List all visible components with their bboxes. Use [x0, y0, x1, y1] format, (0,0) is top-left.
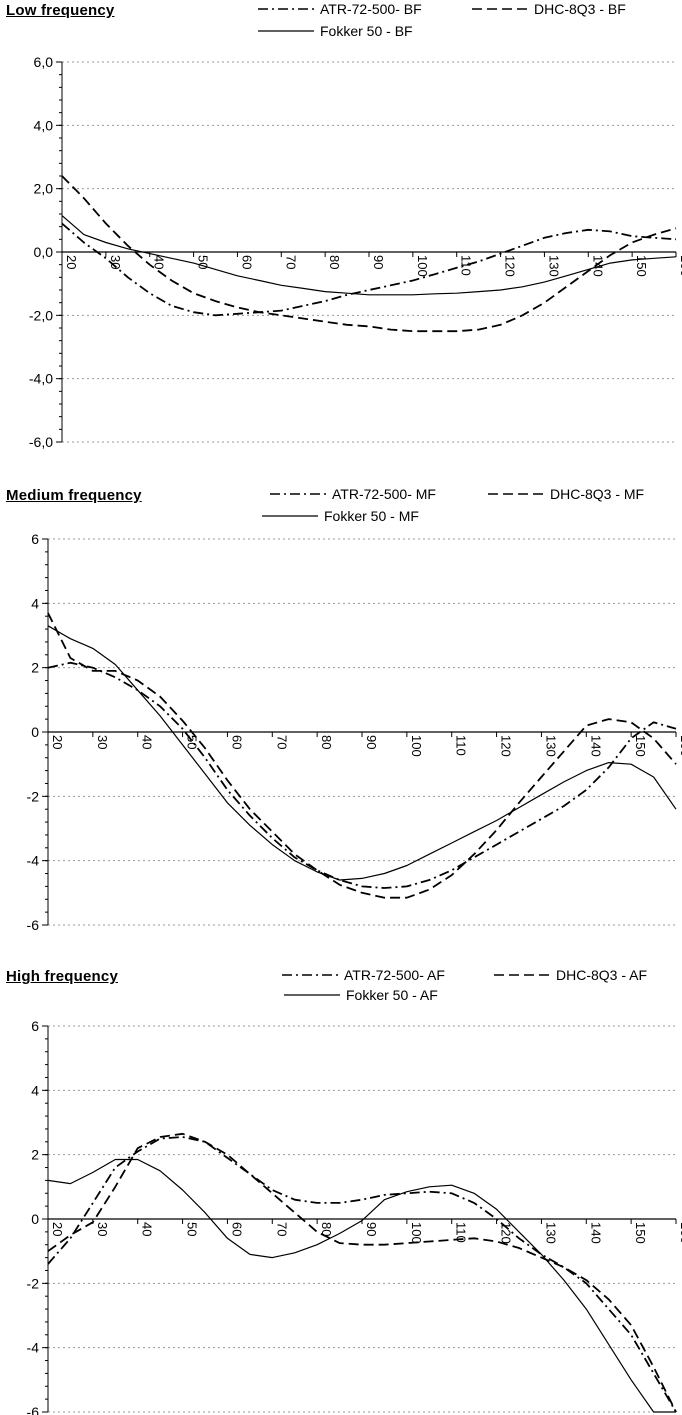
x-tick-label: 130: [546, 255, 561, 277]
x-tick-label: 140: [590, 255, 605, 277]
y-tick-label: 6,0: [34, 54, 54, 70]
series-line: [47, 612, 677, 899]
x-tick-label: 60: [239, 255, 254, 269]
y-tick-label: -6: [27, 1404, 40, 1415]
legend-label: Fokker 50 - AF: [346, 987, 438, 1003]
x-tick-label: 50: [185, 1222, 200, 1236]
x-tick-label: 50: [196, 255, 211, 269]
x-tick-label: 150: [634, 255, 649, 277]
x-tick-label: 150: [633, 735, 648, 757]
x-tick-label: 40: [152, 255, 167, 269]
x-tick-label: 90: [364, 1222, 379, 1236]
y-tick-label: -4: [27, 1340, 40, 1356]
legend-label: ATR-72-500- BF: [320, 1, 422, 17]
legend-label: Fokker 50 - BF: [320, 23, 413, 39]
x-tick-label: 140: [588, 1222, 603, 1244]
x-tick-label: 100: [415, 255, 430, 277]
series-line: [61, 175, 677, 333]
y-tick-label: 4: [31, 595, 39, 611]
x-tick-label: 100: [409, 735, 424, 757]
legend-label: ATR-72-500- MF: [332, 486, 436, 502]
y-tick-label: -2,0: [29, 307, 53, 323]
series-line: [47, 1136, 677, 1413]
series-line: [47, 1132, 677, 1413]
y-tick-label: 0: [31, 724, 39, 740]
chart-title: Low frequency: [6, 2, 115, 19]
y-tick-label: 2: [31, 1147, 39, 1163]
x-tick-label: 20: [64, 255, 79, 269]
x-tick-label: 120: [503, 255, 518, 277]
x-tick-label: 60: [229, 1222, 244, 1236]
x-tick-label: 40: [140, 735, 155, 749]
x-tick-label: 80: [319, 735, 334, 749]
y-tick-label: 2: [31, 660, 39, 676]
chart-panel-medium: Medium frequency 6 4 2 0 -2 -4 -6 20 30 40 50 60 70 8…: [0, 485, 682, 950]
series-line: [47, 661, 677, 889]
chart-panel-high: High frequency 6 4 2 0 -2 -4 -6 20 30 40 50 60 70 80 9…: [0, 966, 682, 1415]
x-tick-label: 90: [364, 735, 379, 749]
series-line: [47, 625, 677, 881]
series-line: [47, 1158, 676, 1413]
y-tick-label: -2: [27, 788, 40, 804]
x-tick-label: 70: [283, 255, 298, 269]
x-tick-label: 110: [454, 1222, 469, 1243]
y-tick-label: 2,0: [34, 181, 54, 197]
y-tick-label: 4: [31, 1082, 39, 1098]
x-tick-label: 20: [50, 735, 65, 749]
x-tick-label: 130: [543, 735, 558, 757]
y-tick-label: -4: [27, 853, 40, 869]
x-tick-label: 80: [327, 255, 342, 269]
x-tick-label: 80: [319, 1222, 334, 1236]
x-tick-label: 110: [459, 255, 474, 276]
legend-label: DHC-8Q3 - AF: [556, 967, 647, 983]
x-tick-label: 30: [95, 735, 110, 749]
x-tick-label: 60: [229, 735, 244, 749]
x-tick-label: 160: [678, 1222, 682, 1244]
x-tick-label: 100: [409, 1222, 424, 1244]
y-tick-label: 4,0: [34, 117, 54, 133]
y-tick-label: 6: [31, 1018, 39, 1034]
x-tick-label: 150: [633, 1222, 648, 1244]
chart-panel-low: Low frequency 6,0 4,0 2,0 0,0 -2,0 -4,0 -6,0 20…: [0, 0, 682, 465]
legend-label: Fokker 50 - MF: [324, 508, 419, 524]
line-chart-low-frequency: 6,0 4,0 2,0 0,0 -2,0 -4,0 -6,0 20 30 40 50 60 70 80 90…: [29, 1, 682, 450]
x-tick-label: 30: [108, 255, 123, 269]
y-tick-label: -6,0: [29, 434, 53, 450]
legend-label: ATR-72-500- AF: [344, 967, 445, 983]
x-tick-label: 70: [274, 1222, 289, 1236]
x-tick-label: 120: [499, 1222, 514, 1244]
x-tick-label: 160: [678, 255, 682, 277]
x-tick-label: 40: [140, 1222, 155, 1236]
x-tick-label: 120: [499, 735, 514, 757]
x-tick-label: 70: [274, 735, 289, 749]
y-tick-label: -6: [27, 917, 40, 933]
series-line: [61, 222, 677, 317]
y-tick-label: -2: [27, 1275, 40, 1291]
series-line: [61, 215, 677, 296]
y-tick-label: 0: [31, 1211, 39, 1227]
x-tick-label: 50: [185, 735, 200, 749]
x-tick-label: 30: [95, 1222, 110, 1236]
x-tick-label: 110: [454, 735, 469, 756]
x-tick-label: 20: [50, 1222, 65, 1236]
y-tick-label: 6: [31, 531, 39, 547]
x-tick-label: 130: [543, 1222, 558, 1244]
legend-label: DHC-8Q3 - BF: [534, 1, 626, 17]
chart-title: Medium frequency: [6, 487, 142, 504]
y-tick-label: -4,0: [29, 371, 53, 387]
x-tick-label: 140: [588, 735, 603, 757]
chart-title: High frequency: [6, 968, 118, 985]
x-tick-label: 160: [678, 735, 682, 757]
y-tick-label: 0,0: [34, 244, 54, 260]
x-tick-label: 90: [371, 255, 386, 269]
legend-label: DHC-8Q3 - MF: [550, 486, 644, 502]
